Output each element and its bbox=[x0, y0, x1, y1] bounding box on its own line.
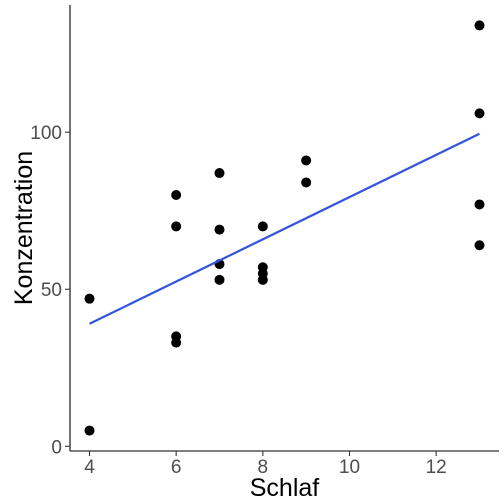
data-point bbox=[257, 221, 268, 232]
data-point bbox=[474, 20, 485, 31]
x-tick-label: 10 bbox=[339, 457, 360, 478]
data-point bbox=[301, 177, 312, 188]
data-point bbox=[301, 155, 312, 166]
data-point bbox=[171, 337, 182, 348]
x-tick-label: 8 bbox=[258, 457, 269, 478]
data-point bbox=[84, 293, 95, 304]
y-axis: 0 50 100 bbox=[30, 5, 71, 458]
data-point bbox=[171, 221, 182, 232]
trend-line bbox=[89, 132, 480, 325]
data-point bbox=[214, 224, 225, 235]
x-axis: 4 6 8 10 12 bbox=[70, 450, 499, 478]
data-point bbox=[84, 425, 95, 436]
data-point bbox=[474, 199, 485, 210]
data-point bbox=[214, 274, 225, 285]
x-axis-title: Schlaf bbox=[250, 474, 320, 502]
data-point bbox=[257, 274, 268, 285]
x-tick-label: 12 bbox=[426, 457, 447, 478]
data-point bbox=[474, 108, 485, 119]
data-point bbox=[171, 190, 182, 201]
x-tick-label: 4 bbox=[84, 457, 95, 478]
data-point bbox=[474, 240, 485, 251]
y-axis-title: Konzentration bbox=[10, 151, 38, 305]
y-tick-label: 50 bbox=[41, 280, 62, 301]
y-tick-label: 100 bbox=[30, 123, 62, 144]
data-point bbox=[214, 168, 225, 179]
y-tick-label: 0 bbox=[51, 437, 62, 458]
plot-area bbox=[84, 20, 485, 436]
x-tick-label: 6 bbox=[171, 457, 182, 478]
